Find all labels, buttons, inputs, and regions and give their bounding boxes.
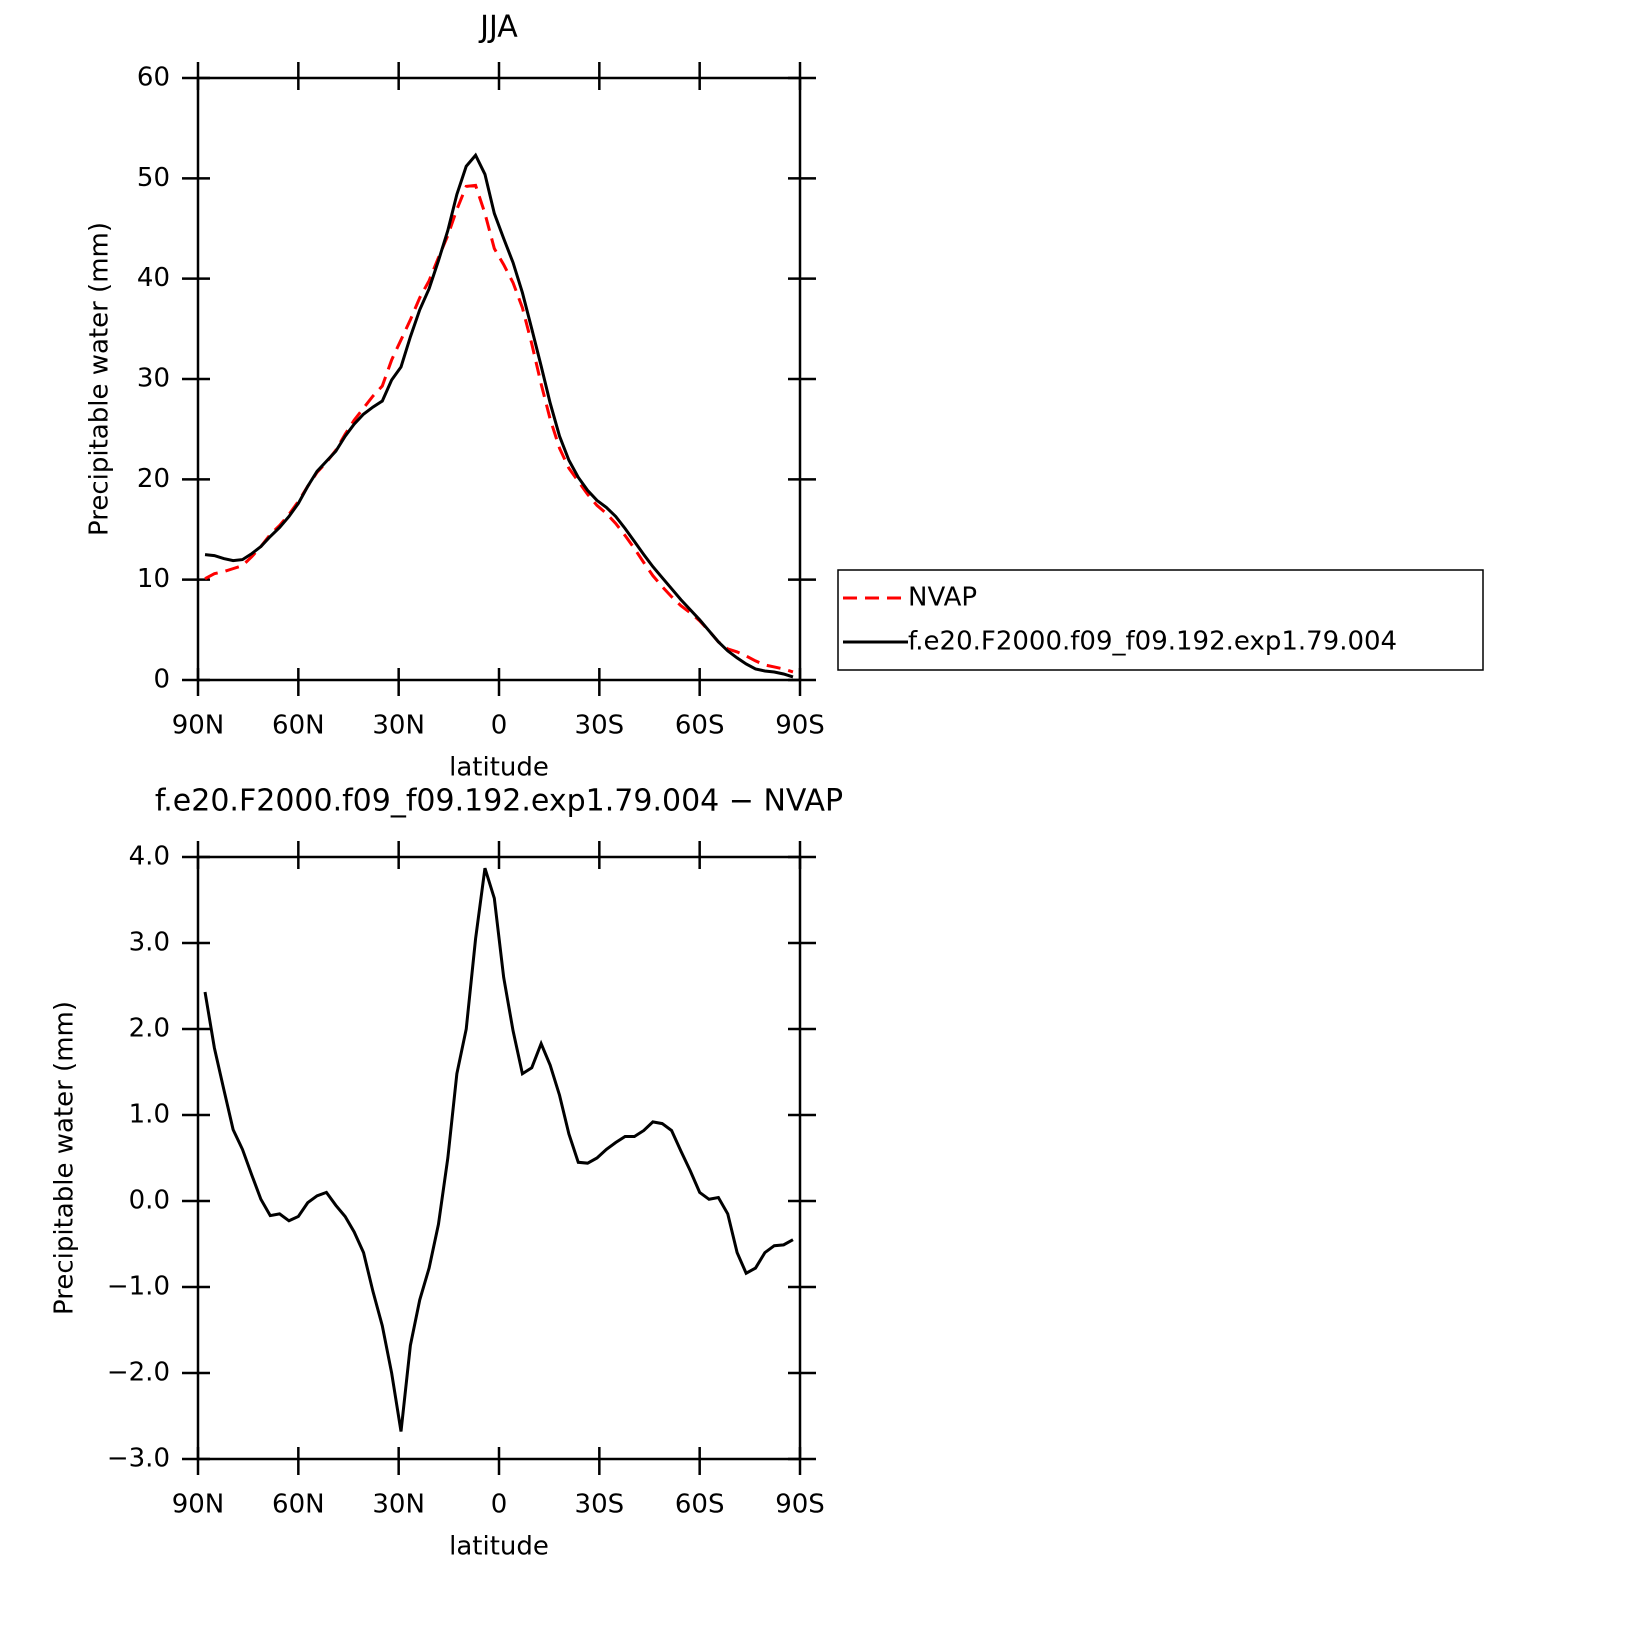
data-line <box>204 152 794 679</box>
y-tick-label: 2.0 <box>129 1014 170 1044</box>
legend-box <box>837 569 1484 671</box>
chart-title: f.e20.F2000.f09_f09.192.exp1.79.004 − NV… <box>155 784 843 819</box>
chart-title: JJA <box>478 10 518 45</box>
legend-label: NVAP <box>908 583 977 613</box>
x-tick-label: 60S <box>675 1490 725 1520</box>
y-tick-label: 4.0 <box>129 842 170 872</box>
x-tick-label: 0 <box>491 711 508 741</box>
x-tick-label: 30S <box>575 711 625 741</box>
x-axis-label: latitude <box>449 1532 549 1562</box>
x-tick-label: 90S <box>775 1490 825 1520</box>
x-tick-label: 60N <box>272 711 325 741</box>
x-tick-label: 90N <box>172 711 225 741</box>
y-tick-label: 1.0 <box>129 1100 170 1130</box>
data-line <box>204 183 794 674</box>
y-tick-label: 10 <box>137 564 170 594</box>
plot-frame <box>196 76 802 682</box>
x-tick-label: 30S <box>575 1490 625 1520</box>
data-line <box>203 867 794 1432</box>
y-axis-label: Precipitable water (mm) <box>50 1001 80 1315</box>
x-axis-label: latitude <box>449 753 549 783</box>
x-tick-label: 60S <box>675 711 725 741</box>
legend-label: f.e20.F2000.f09_f09.192.exp1.79.004 <box>908 627 1397 657</box>
y-tick-label: 0.0 <box>129 1186 170 1216</box>
y-tick-label: −3.0 <box>107 1444 170 1474</box>
x-tick-label: 30N <box>372 1490 425 1520</box>
x-tick-label: 60N <box>272 1490 325 1520</box>
y-axis-label: Precipitable water (mm) <box>85 222 115 536</box>
y-tick-label: −1.0 <box>107 1272 170 1302</box>
x-tick-label: 0 <box>491 1490 508 1520</box>
x-tick-label: 90S <box>775 711 825 741</box>
y-tick-label: 50 <box>137 163 170 193</box>
y-tick-label: 60 <box>137 63 170 93</box>
y-tick-label: 3.0 <box>129 928 170 958</box>
y-tick-label: 20 <box>137 464 170 494</box>
plot-frame <box>196 855 802 1461</box>
y-tick-label: 40 <box>137 263 170 293</box>
y-tick-label: 0 <box>153 665 170 695</box>
x-tick-label: 90N <box>172 1490 225 1520</box>
x-tick-label: 30N <box>372 711 425 741</box>
y-tick-label: −2.0 <box>107 1358 170 1388</box>
y-tick-label: 30 <box>137 364 170 394</box>
